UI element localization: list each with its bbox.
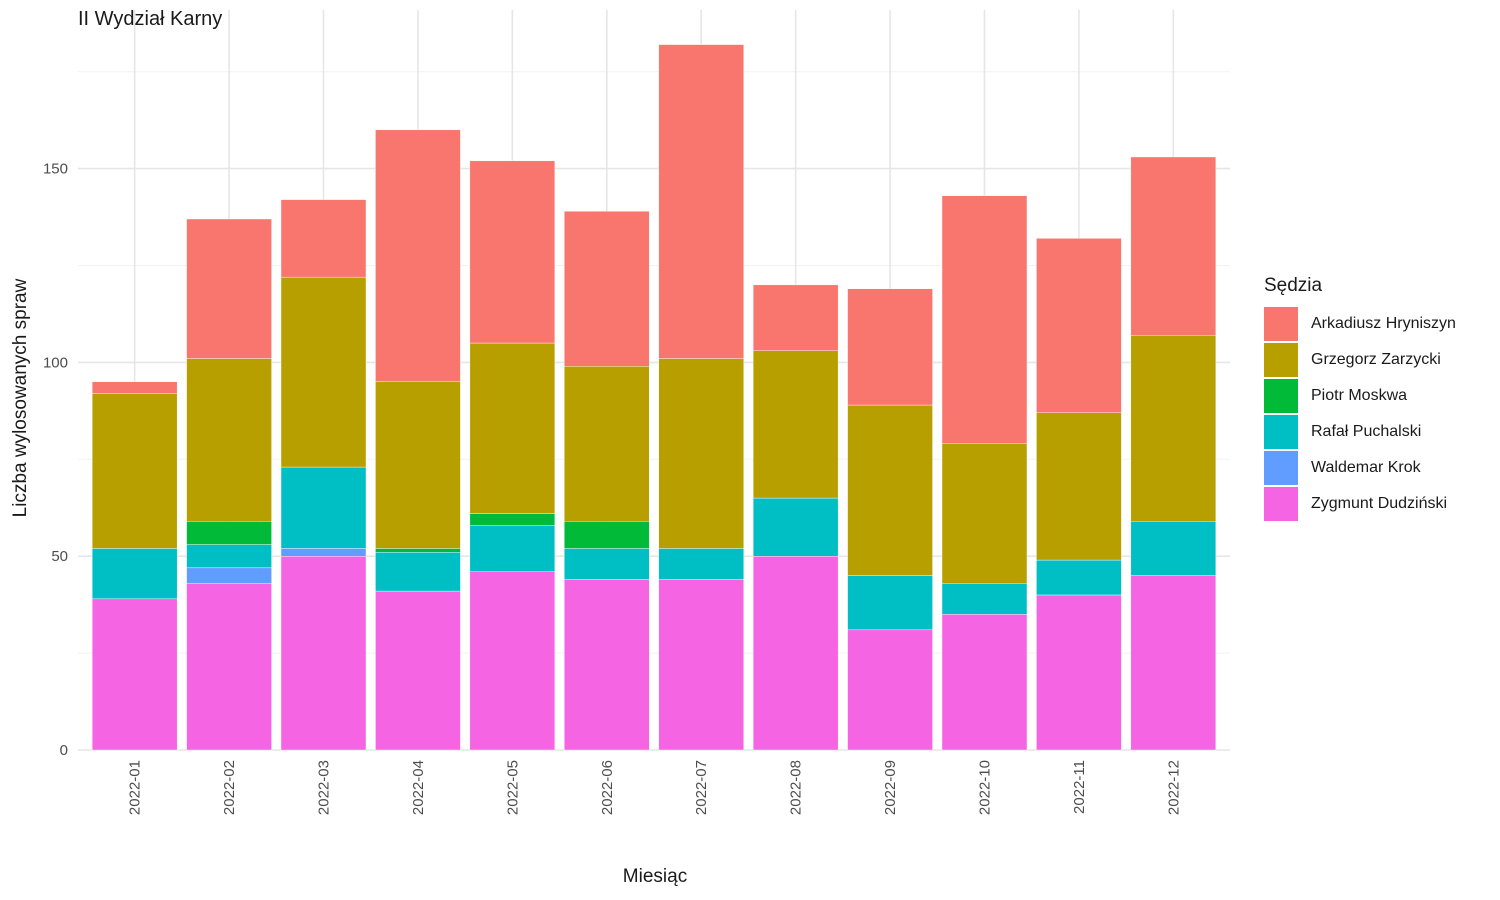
legend-color-key: [1264, 343, 1298, 377]
bar-segment: [564, 211, 650, 367]
chart-title: II Wydział Karny: [78, 8, 223, 30]
bar-segment: [941, 583, 1028, 615]
bar-segment: [91, 548, 178, 600]
legend-label: Zygmunt Dudziński: [1311, 495, 1448, 512]
y-tick-label: 150: [43, 161, 68, 178]
bar-segment: [752, 556, 839, 751]
bar-segment: [847, 288, 933, 406]
legend-label: Grzegorz Zarzycki: [1311, 351, 1441, 368]
x-tick-label: 2022-07: [693, 760, 710, 815]
x-tick-label: 2022-09: [882, 760, 899, 815]
bar-segment: [941, 443, 1028, 584]
bar-segment: [1130, 575, 1217, 751]
bar-segment: [1036, 594, 1122, 751]
bar-segment: [186, 567, 272, 584]
bar-segment: [469, 342, 556, 514]
bar-segment: [941, 195, 1028, 444]
legend-color-key: [1264, 379, 1298, 413]
bar-segment: [375, 552, 461, 592]
bar-segment: [91, 598, 178, 751]
bar-segment: [469, 513, 556, 526]
bar-segment: [469, 524, 556, 572]
legend-label: Waldemar Krok: [1311, 459, 1421, 476]
bar-segment: [91, 381, 178, 394]
bar-segment: [658, 44, 744, 359]
bar-segment: [186, 358, 272, 522]
bar-segment: [752, 284, 839, 351]
bar-segment: [564, 521, 650, 549]
bar-segment: [1036, 412, 1122, 561]
bar-segment: [186, 544, 272, 569]
y-tick-label: 100: [43, 354, 68, 371]
bar-segment: [375, 129, 461, 382]
legend-color-key: [1264, 415, 1298, 449]
bar-segment: [375, 590, 461, 751]
bar-segment: [469, 571, 556, 751]
x-tick-label: 2022-12: [1165, 760, 1182, 815]
bar-segment: [658, 358, 744, 549]
bar-segment: [375, 548, 461, 553]
bar-segment: [847, 575, 933, 631]
bar-segment: [1036, 559, 1122, 596]
bar-segment: [847, 404, 933, 576]
bar-segment: [564, 579, 650, 751]
x-tick-label: 2022-02: [221, 760, 238, 815]
x-tick-label: 2022-04: [410, 760, 427, 815]
bar-segment: [375, 381, 461, 549]
x-axis-title: Miesiąc: [622, 866, 688, 887]
y-tick-label: 0: [60, 742, 68, 759]
bar-segment: [91, 393, 178, 549]
bar-segment: [1130, 156, 1217, 336]
bar-segment: [186, 583, 272, 751]
bar-segment: [280, 548, 367, 557]
bar-segment: [1036, 238, 1122, 413]
x-tick-label: 2022-05: [504, 760, 521, 815]
legend-color-key: [1264, 487, 1298, 521]
x-tick-label: 2022-01: [127, 760, 144, 815]
legend-color-key: [1264, 451, 1298, 485]
bar-segment: [847, 629, 933, 751]
bar-segment: [186, 218, 272, 359]
x-tick-label: 2022-10: [976, 760, 993, 815]
bar-segment: [564, 548, 650, 580]
x-tick-label: 2022-11: [1071, 760, 1088, 814]
bar-segment: [186, 521, 272, 545]
legend-label: Rafał Puchalski: [1311, 423, 1422, 440]
bar-segment: [280, 466, 367, 549]
legend-label: Piotr Moskwa: [1311, 387, 1408, 404]
legend-title: Sędzia: [1264, 275, 1323, 296]
bar-segment: [752, 497, 839, 557]
bar-segment: [280, 556, 367, 751]
bar-segment: [752, 350, 839, 499]
y-axis-title: Liczba wylosowanych spraw: [10, 278, 31, 518]
bar-segment: [658, 548, 744, 580]
x-tick-label: 2022-03: [316, 760, 333, 815]
bar-segment: [941, 614, 1028, 751]
x-tick-label: 2022-08: [788, 760, 805, 815]
legend-label: Arkadiusz Hryniszyn: [1311, 315, 1456, 332]
y-tick-label: 50: [51, 548, 68, 565]
x-tick-label: 2022-06: [599, 760, 616, 815]
bar-segment: [564, 366, 650, 522]
legend-color-key: [1264, 307, 1298, 341]
bar-segment: [1130, 335, 1217, 522]
bar-segment: [1130, 521, 1217, 576]
bar-segment: [469, 160, 556, 344]
bar-segment: [280, 276, 367, 468]
bar-segment: [280, 199, 367, 278]
bar-segment: [658, 579, 744, 751]
